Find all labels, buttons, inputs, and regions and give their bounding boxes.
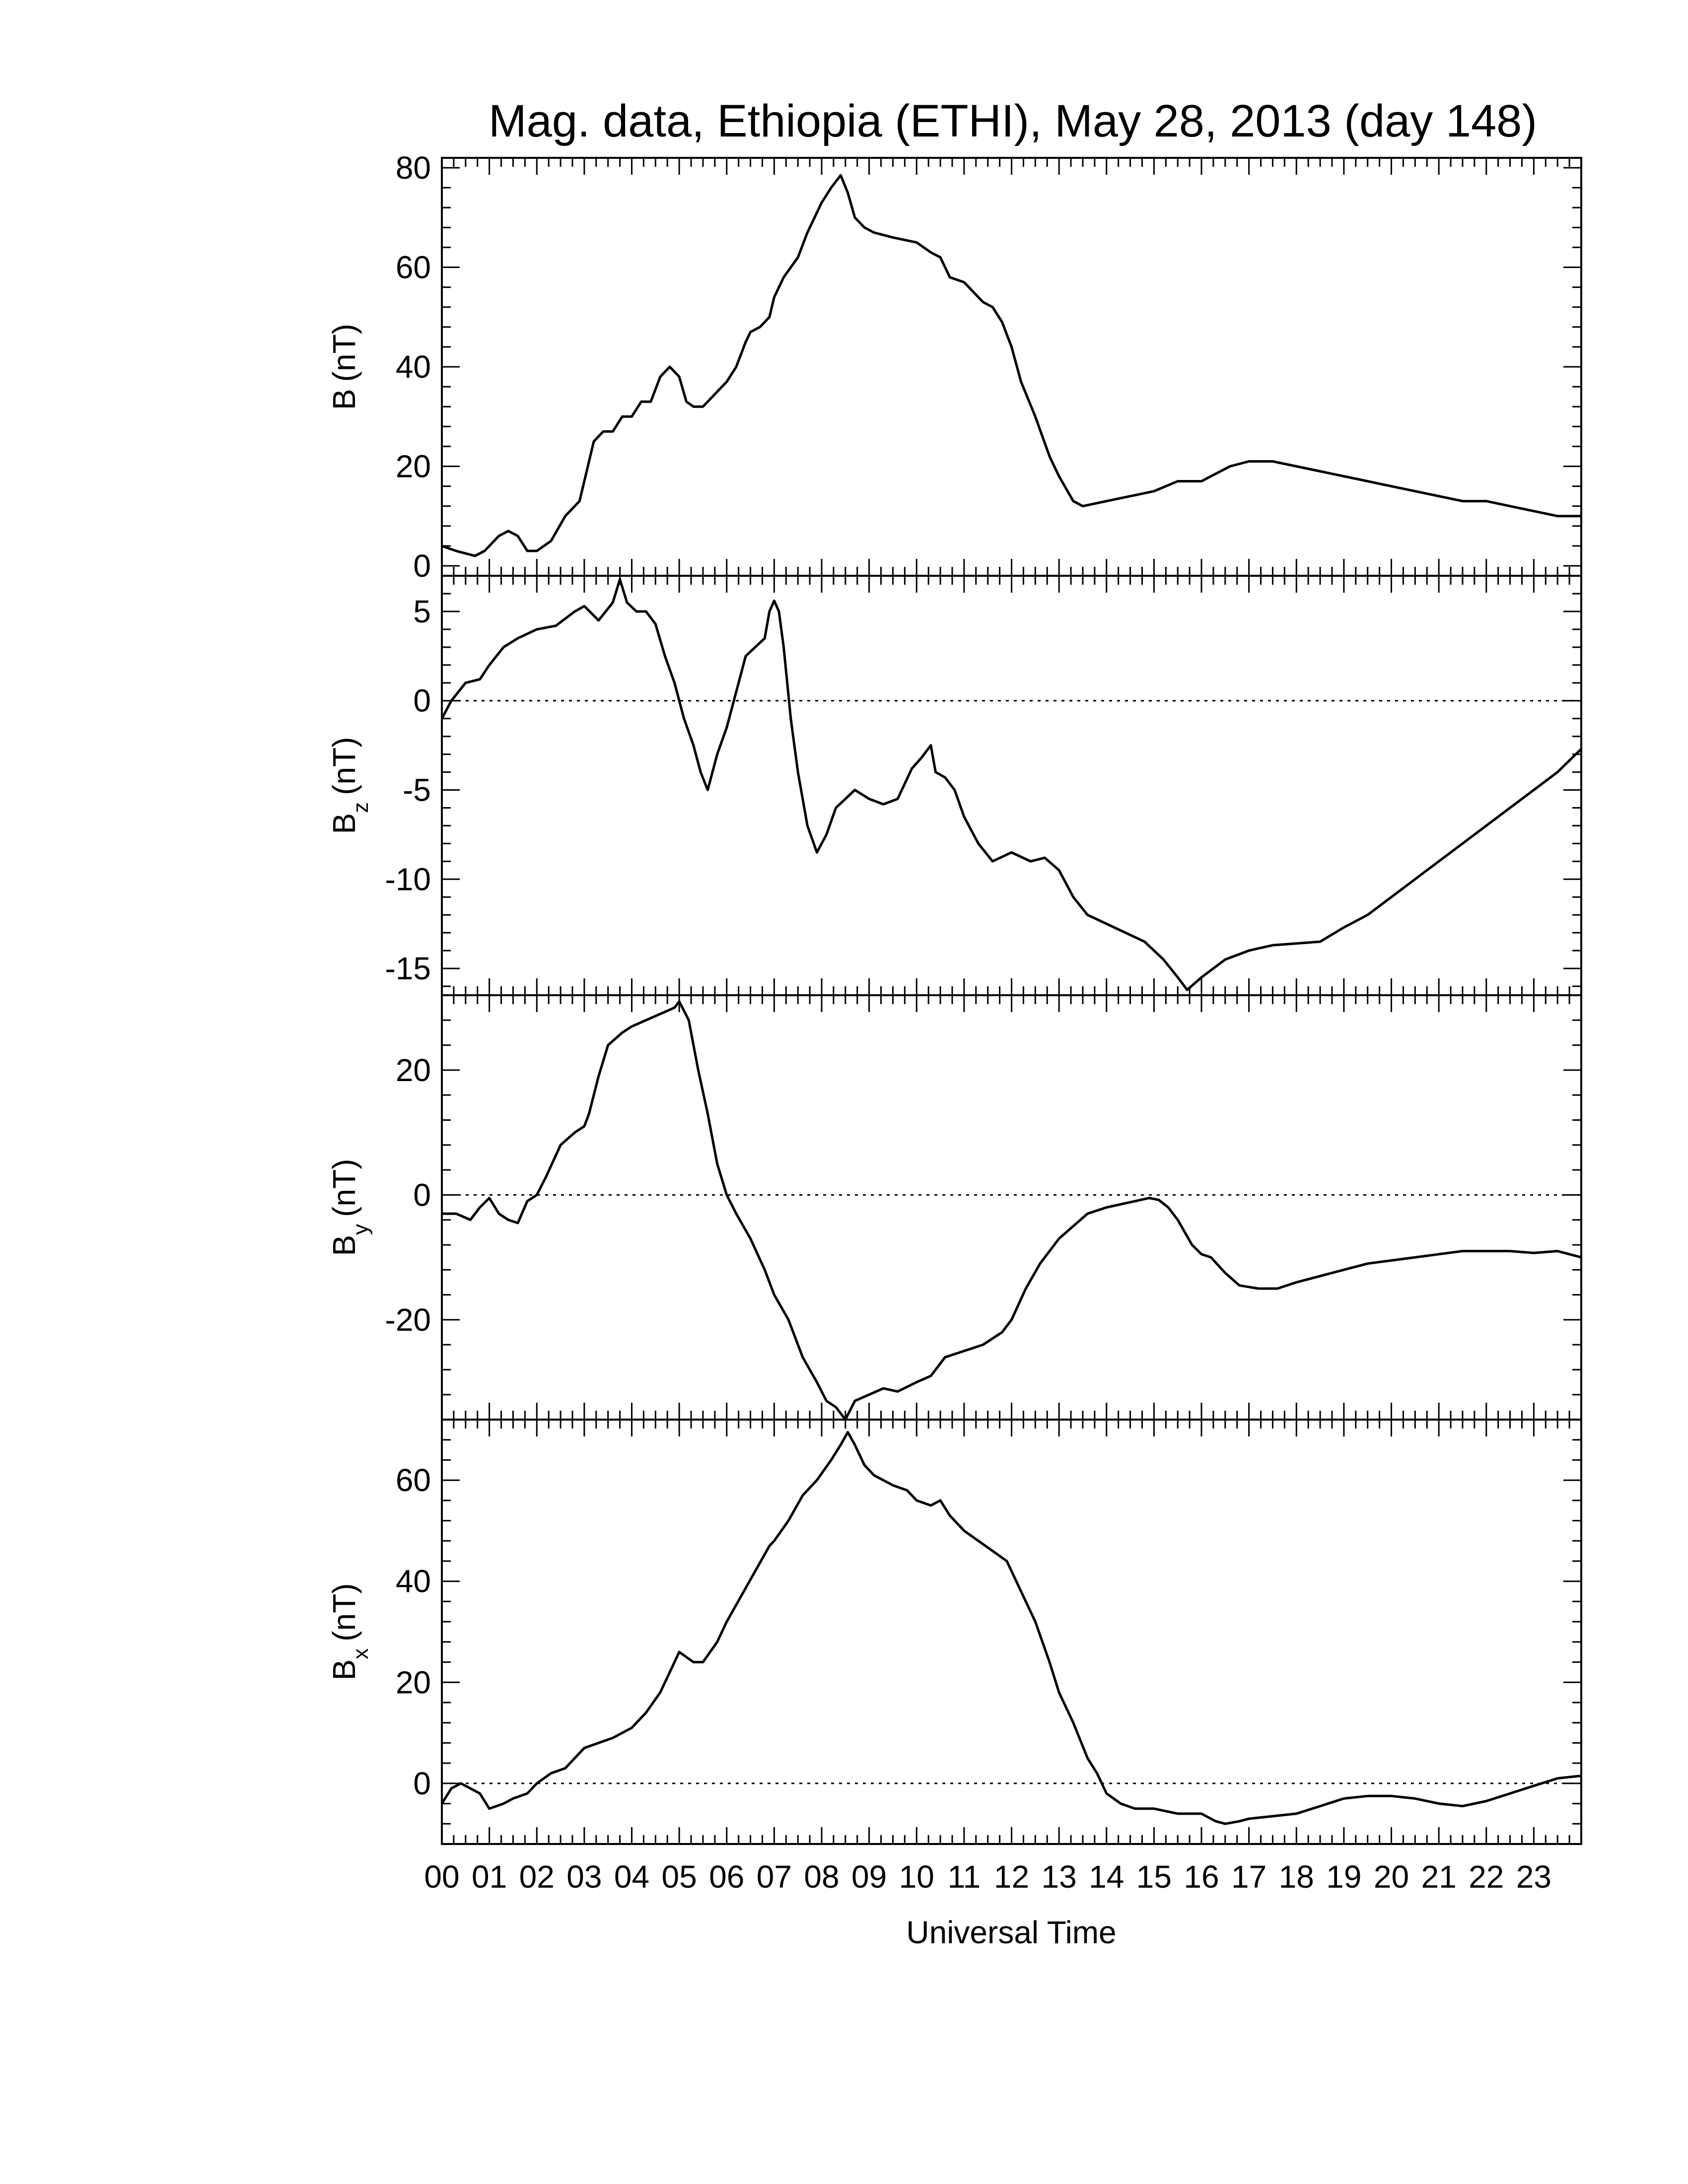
x-tick-label: 05 (662, 1859, 697, 1895)
y-axis-label: B (nT) (326, 324, 362, 410)
x-tick-label: 14 (1089, 1859, 1124, 1895)
x-tick-label: 23 (1516, 1859, 1551, 1895)
series-line (440, 1431, 1582, 1825)
y-tick-label: 20 (396, 1052, 431, 1088)
x-tick-label: 15 (1136, 1859, 1172, 1895)
x-ticks (441, 1420, 1582, 1844)
x-ticks (441, 158, 1582, 576)
y-axis-label-unit: (nT) (326, 1583, 362, 1641)
x-tick-label: 04 (614, 1859, 649, 1895)
y-tick-label: 80 (396, 150, 431, 186)
x-tick-label: 03 (566, 1859, 602, 1895)
y-axis-label-unit: (nT) (326, 1159, 362, 1217)
y-tick-label: 5 (413, 594, 431, 629)
y-tick-label: 60 (396, 1462, 431, 1498)
x-tick-label: 10 (899, 1859, 934, 1895)
x-tick-label: 13 (1042, 1859, 1077, 1895)
y-axis-label-main: B (326, 389, 362, 410)
x-tick-label: 22 (1469, 1859, 1504, 1895)
series-line (441, 174, 1581, 557)
y-tick-label: -5 (403, 772, 431, 808)
series-line (442, 1000, 1582, 1421)
y-tick-label: 40 (396, 1564, 431, 1599)
x-axis-title: Universal Time (906, 1914, 1116, 1950)
y-axis-label-subscript: x (349, 1648, 373, 1659)
y-axis-label-main: B (326, 1659, 362, 1681)
panel-4: 0 20 40 60 Bx (nT) (326, 1419, 1582, 1845)
x-tick-label: 11 (948, 1859, 981, 1895)
x-tick-label: 20 (1374, 1859, 1409, 1895)
y-axis-label: Bz (nT) (326, 737, 373, 834)
y-axis-label-subscript: z (349, 802, 373, 813)
y-tick-label: 20 (396, 1664, 431, 1700)
y-tick-label: 40 (396, 349, 431, 385)
x-tick-label: 07 (757, 1859, 792, 1895)
x-tick-label: 06 (709, 1859, 744, 1895)
y-tick-label: 60 (396, 250, 431, 285)
y-tick-label: -10 (385, 861, 431, 897)
x-tick-label: 00 (424, 1859, 459, 1895)
y-tick-label: 0 (413, 683, 431, 719)
y-axis-label-unit: (nT) (326, 324, 362, 382)
x-tick-label: 09 (851, 1859, 887, 1895)
y-axis-label-main: B (326, 813, 362, 834)
x-tick-label: 02 (519, 1859, 555, 1895)
y-axis-label: By (nT) (326, 1159, 373, 1256)
x-tick-label: 18 (1279, 1859, 1314, 1895)
y-tick-label: 20 (396, 448, 431, 484)
y-axis-label-unit: (nT) (326, 737, 362, 795)
y-ticks (442, 575, 1581, 987)
y-tick-label: 0 (413, 1177, 431, 1213)
y-axis-label-main: B (326, 1235, 362, 1256)
x-ticks (441, 995, 1582, 1420)
chart-title: Mag. data, Ethiopia (ETHI), May 28, 2013… (489, 96, 1537, 146)
panels: 0 20 40 60 80 B (nT) -15 -10 -5 0 5 Bz (nT) -20 0 20 By (n… (326, 150, 1582, 1845)
x-tick-label: 08 (804, 1859, 839, 1895)
x-axis-labels: 00 01 02 03 04 05 06 07 08 09 10 11 12 13 14 15 16 17 18 19… (424, 1859, 1551, 1895)
x-tick-label: 21 (1421, 1859, 1457, 1895)
panel-1: 0 20 40 60 80 B (nT) (326, 150, 1582, 584)
y-tick-label: 0 (413, 1766, 431, 1801)
x-tick-label: 17 (1231, 1859, 1266, 1895)
y-tick-label: 0 (413, 548, 431, 584)
x-tick-label: 19 (1326, 1859, 1361, 1895)
y-tick-label: -15 (385, 951, 431, 986)
y-tick-label: -20 (385, 1302, 431, 1338)
x-tick-label: 12 (994, 1859, 1029, 1895)
x-tick-label: 16 (1184, 1859, 1219, 1895)
y-axis-label-subscript: y (349, 1224, 373, 1235)
y-axis-label: Bx (nT) (326, 1583, 373, 1681)
series-line (440, 578, 1582, 991)
x-tick-label: 01 (472, 1859, 507, 1895)
